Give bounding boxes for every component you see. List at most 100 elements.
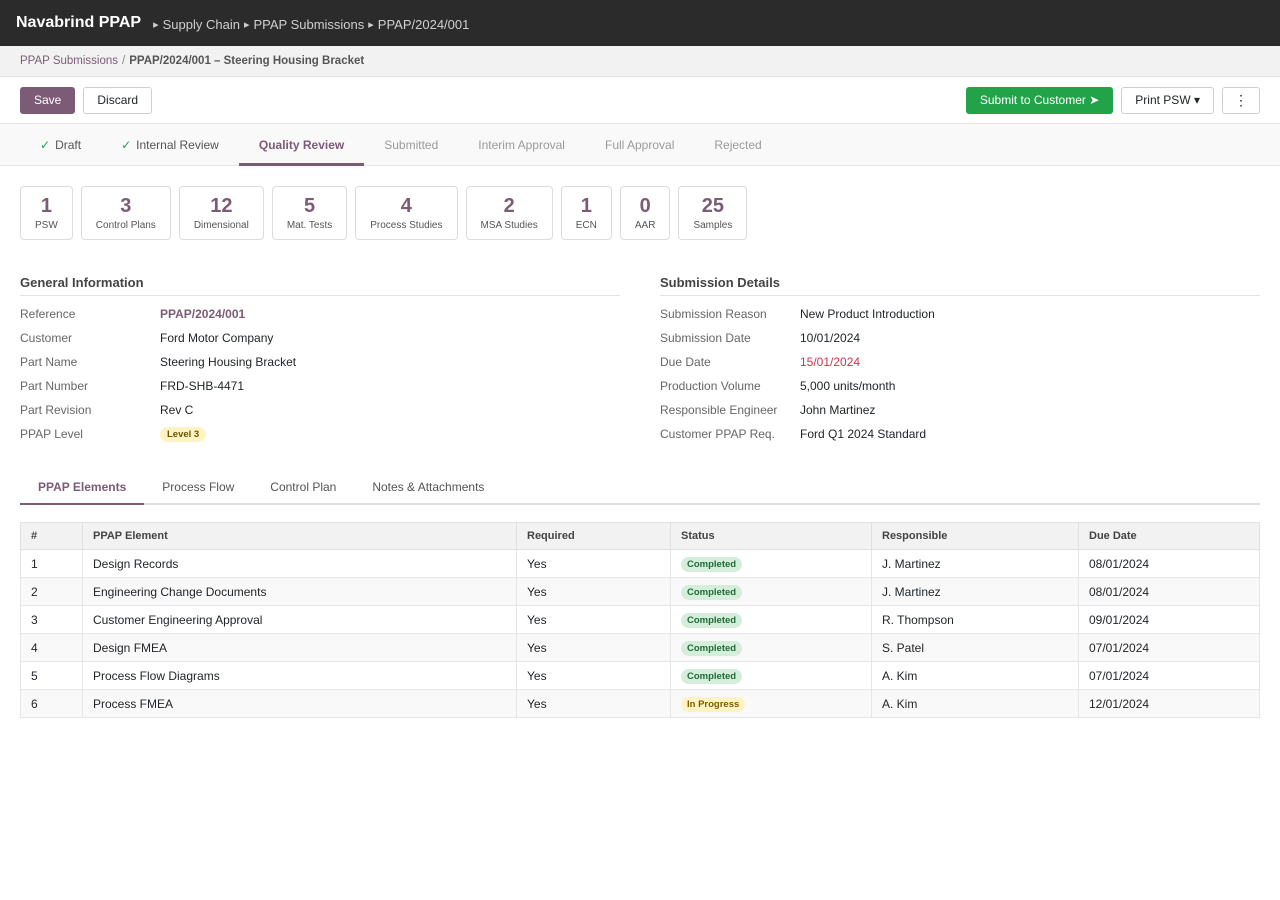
field-reference: Reference PPAP/2024/001 xyxy=(20,302,620,326)
table-row[interactable]: 1 Design Records Yes Completed J. Martin… xyxy=(20,549,1260,578)
submit-to-customer-button[interactable]: Submit to Customer ➤ xyxy=(965,86,1114,114)
status-badge: Completed xyxy=(681,612,743,628)
stage-rejected[interactable]: Rejected xyxy=(694,124,781,165)
stat-samples[interactable]: 25 Samples xyxy=(678,186,748,240)
status-badge: In Progress xyxy=(681,696,746,712)
cell-responsible: S. Patel xyxy=(871,633,1079,662)
field-value[interactable]: John Martinez xyxy=(800,403,876,417)
column-header-due-date[interactable]: Due Date xyxy=(1078,522,1260,550)
field-value[interactable]: Rev C xyxy=(160,403,194,417)
stat-ecn[interactable]: 1 ECN xyxy=(560,186,612,240)
cell-status: Completed xyxy=(670,549,872,578)
save-button[interactable]: Save xyxy=(20,86,76,114)
table-row[interactable]: 6 Process FMEA Yes In Progress A. Kim 12… xyxy=(20,689,1260,718)
status-badge: Completed xyxy=(681,640,743,656)
stat-control-plans[interactable]: 3 Control Plans xyxy=(80,186,171,240)
cell-element: Design Records xyxy=(82,549,517,578)
column-header-responsible[interactable]: Responsible xyxy=(871,522,1079,550)
field-value[interactable]: Steering Housing Bracket xyxy=(160,355,297,369)
field-value[interactable]: New Product Introduction xyxy=(800,307,935,321)
table-row[interactable]: 4 Design FMEA Yes Completed S. Patel 07/… xyxy=(20,633,1260,662)
tab-control-plan[interactable]: Control Plan xyxy=(270,480,337,494)
stat-label: ECN xyxy=(575,220,597,231)
field-value[interactable]: 10/01/2024 xyxy=(800,331,861,345)
stage-label: Rejected xyxy=(714,137,762,152)
column-header-status[interactable]: Status xyxy=(670,522,872,550)
stage-interim-approval[interactable]: Interim Approval xyxy=(458,124,585,165)
tab-process-flow[interactable]: Process Flow xyxy=(162,480,235,494)
field-ppap-level: PPAP Level Level 3 xyxy=(20,422,620,446)
cell-due-date: 07/01/2024 xyxy=(1078,661,1260,690)
ppap-level-badge[interactable]: Level 3 xyxy=(160,426,207,442)
top-navbar: Navabrind PPAP ▸ Supply Chain ▸ PPAP Sub… xyxy=(0,0,1280,46)
stat-value: 1 xyxy=(40,195,52,217)
stat-mat-tests[interactable]: 5 Mat. Tests xyxy=(271,186,348,240)
stage-label: Internal Review xyxy=(136,137,219,152)
field-submission-reason: Submission Reason New Product Introductio… xyxy=(660,302,1260,326)
field-value[interactable]: Ford Q1 2024 Standard xyxy=(800,427,927,441)
cell-number: 6 xyxy=(20,689,83,718)
column-header-element[interactable]: PPAP Element xyxy=(82,522,517,550)
table-header-row: # PPAP Element Required Status Responsib… xyxy=(20,522,1260,550)
field-label: Part Name xyxy=(20,355,78,369)
section-title: General Information xyxy=(20,275,620,296)
notebook-tabs: PPAP Elements Process Flow Control Plan … xyxy=(20,471,1260,505)
stat-value: 1 xyxy=(580,195,592,217)
status-pipeline: ✓ Draft ✓ Internal Review Quality Review… xyxy=(0,124,1280,166)
stat-label: MSA Studies xyxy=(480,220,538,231)
field-value[interactable]: FRD-SHB-4471 xyxy=(160,379,245,393)
tab-notes-attachments[interactable]: Notes & Attachments xyxy=(372,480,485,494)
field-label: Part Number xyxy=(20,379,89,393)
stage-full-approval[interactable]: Full Approval xyxy=(585,124,694,165)
stage-internal-review[interactable]: ✓ Internal Review xyxy=(101,124,239,165)
tab-ppap-elements[interactable]: PPAP Elements xyxy=(20,471,145,505)
field-customer-ppap-req: Customer PPAP Req. Ford Q1 2024 Standard xyxy=(660,422,1260,446)
stage-quality-review[interactable]: Quality Review xyxy=(238,124,365,166)
breadcrumb-parent-link[interactable]: PPAP Submissions xyxy=(20,55,119,67)
stage-submitted[interactable]: Submitted xyxy=(364,124,458,165)
stat-process-studies[interactable]: 4 Process Studies xyxy=(355,186,458,240)
cell-required: Yes xyxy=(516,689,671,718)
column-header-number[interactable]: # xyxy=(20,522,83,550)
stat-value: 25 xyxy=(701,195,725,217)
breadcrumb-ppap-submissions[interactable]: PPAP Submissions xyxy=(253,17,365,32)
table-row[interactable]: 3 Customer Engineering Approval Yes Comp… xyxy=(20,605,1260,634)
field-value[interactable]: 5,000 units/month xyxy=(800,379,896,393)
column-header-required[interactable]: Required xyxy=(516,522,671,550)
stat-msa-studies[interactable]: 2 MSA Studies xyxy=(465,186,553,240)
stage-label: Interim Approval xyxy=(478,137,565,152)
app-name[interactable]: Navabrind PPAP xyxy=(16,14,142,31)
field-part-name: Part Name Steering Housing Bracket xyxy=(20,350,620,374)
stat-label: Mat. Tests xyxy=(286,220,333,231)
table-row[interactable]: 2 Engineering Change Documents Yes Compl… xyxy=(20,577,1260,606)
breadcrumb-arrow-icon: ▸ xyxy=(153,19,159,31)
table-row[interactable]: 5 Process Flow Diagrams Yes Completed A.… xyxy=(20,661,1260,690)
field-value[interactable]: Ford Motor Company xyxy=(160,331,274,345)
stat-dimensional[interactable]: 12 Dimensional xyxy=(178,186,264,240)
field-value[interactable]: 15/01/2024 xyxy=(800,355,861,369)
stat-value: 2 xyxy=(503,195,515,217)
status-badge: Completed xyxy=(681,556,743,572)
stat-psw[interactable]: 1 PSW xyxy=(20,186,73,240)
breadcrumb-supply-chain[interactable]: Supply Chain xyxy=(162,17,240,32)
field-customer: Customer Ford Motor Company xyxy=(20,326,620,350)
field-value[interactable]: PPAP/2024/001 xyxy=(160,307,246,321)
stage-draft[interactable]: ✓ Draft xyxy=(20,124,101,165)
control-panel: Save Discard Submit to Customer ➤ Print … xyxy=(0,77,1280,124)
field-label: Responsible Engineer xyxy=(660,403,778,417)
ppap-elements-table: # PPAP Element Required Status Responsib… xyxy=(20,522,1260,718)
stat-aar[interactable]: 0 AAR xyxy=(619,186,671,240)
cell-due-date: 07/01/2024 xyxy=(1078,633,1260,662)
field-label: Submission Reason xyxy=(660,307,767,321)
cell-status: In Progress xyxy=(670,689,872,718)
stage-label: Submitted xyxy=(384,137,439,152)
status-badge: Completed xyxy=(681,584,743,600)
print-psw-button[interactable]: Print PSW ▾ xyxy=(1121,86,1214,114)
smart-buttons: 1 PSW 3 Control Plans 12 Dimensional 5 Mat. … xyxy=(0,186,1280,240)
field-label: Part Revision xyxy=(20,403,92,417)
stat-label: AAR xyxy=(634,220,656,231)
more-options-icon[interactable]: ⋮ xyxy=(1222,86,1260,114)
discard-button[interactable]: Discard xyxy=(83,86,153,114)
general-information-section: General Information Reference PPAP/2024/0… xyxy=(20,275,620,446)
stat-value: 0 xyxy=(639,195,651,217)
